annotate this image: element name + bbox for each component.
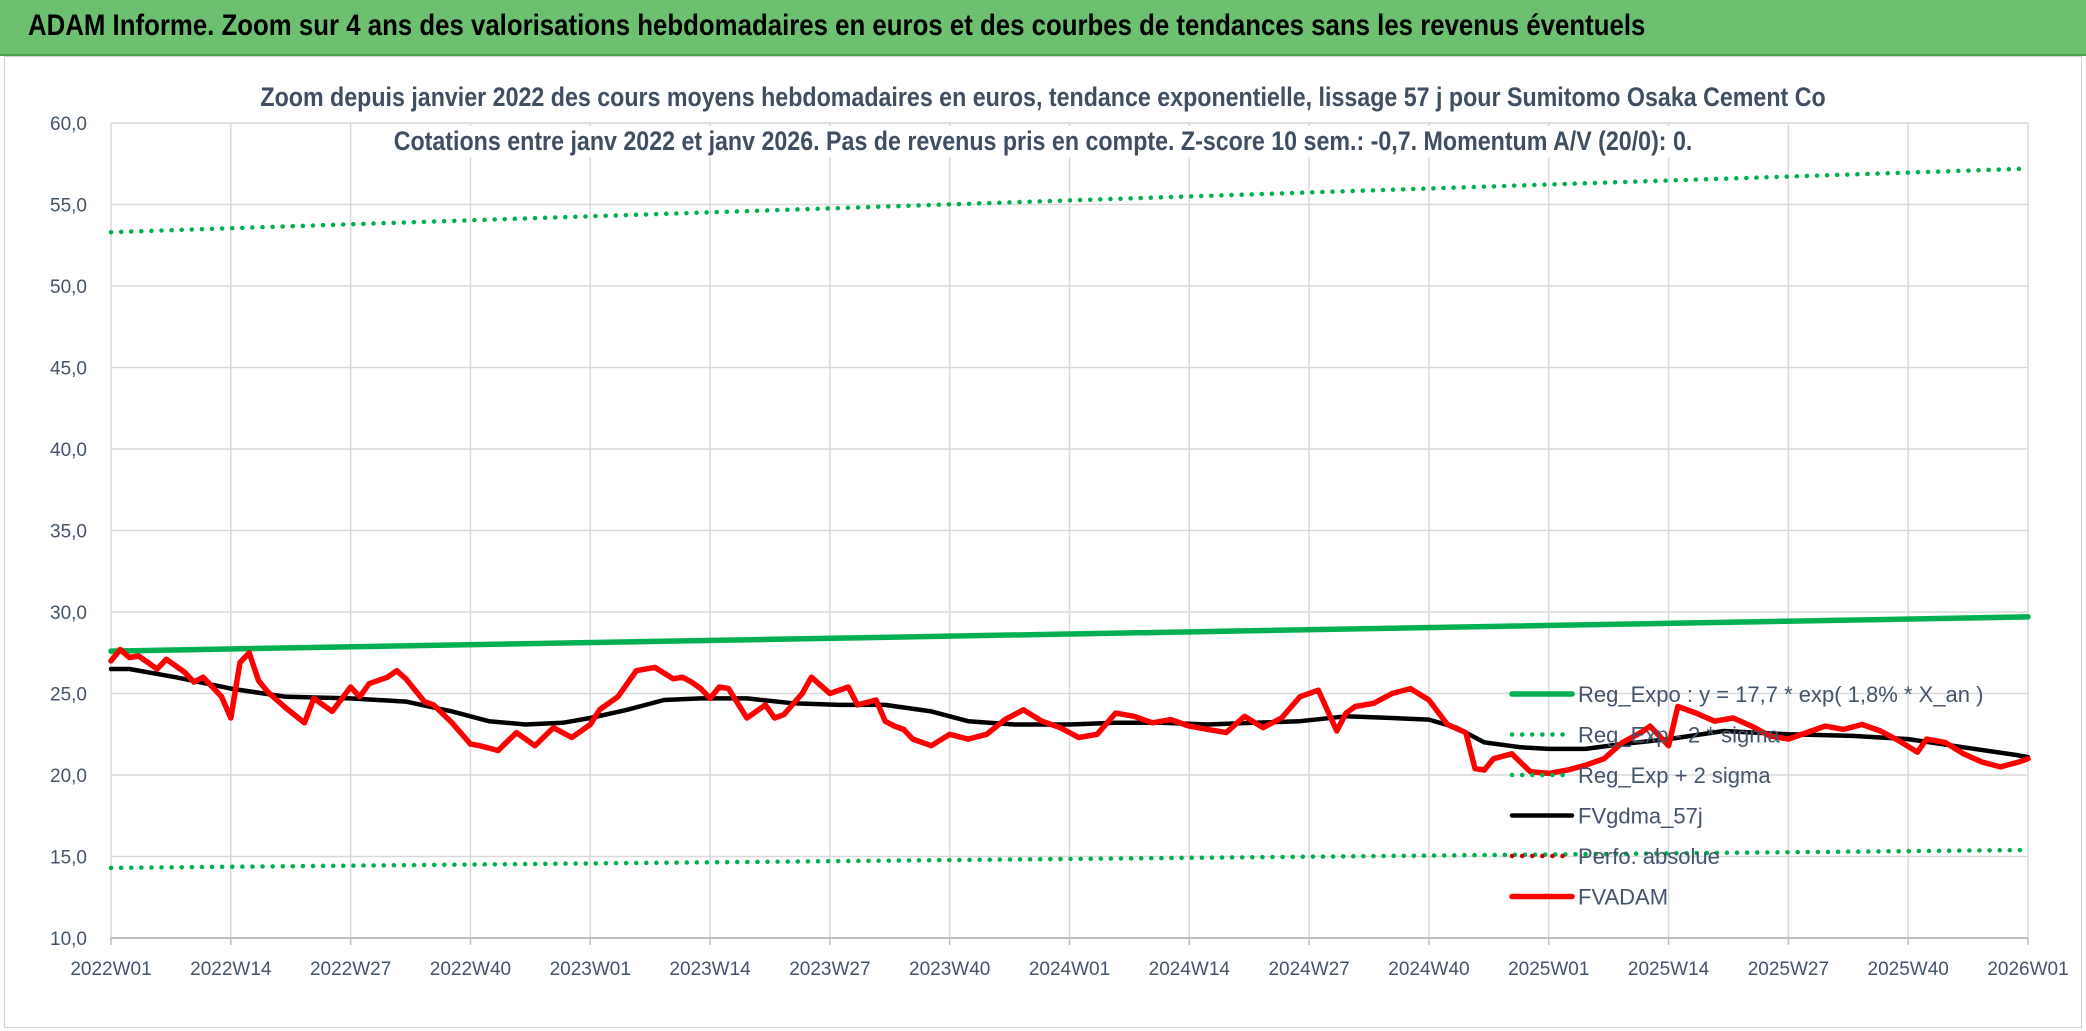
chart-series: [108, 166, 2031, 871]
y-tick-label: 55,0: [50, 196, 87, 217]
x-tick-label: 2024W40: [1388, 959, 1469, 980]
series-line-fvadam: [108, 646, 2031, 777]
x-tick-label: 2023W14: [669, 959, 751, 980]
y-tick-label: 30,0: [50, 603, 87, 624]
report-banner-title: ADAM Informe. Zoom sur 4 ans des valoris…: [28, 9, 1646, 42]
y-tick-label: 45,0: [50, 359, 87, 380]
x-tick-label: 2026W01: [1987, 959, 2068, 980]
y-tick-label: 25,0: [50, 685, 87, 706]
report-banner: ADAM Informe. Zoom sur 4 ans des valoris…: [0, 0, 2086, 56]
x-tick-label: 2024W14: [1149, 959, 1231, 980]
legend-item: FVgdma_57j: [1509, 804, 1703, 829]
chart-grid: [110, 122, 2029, 939]
legend-label: Reg_Exp + 2 sigma: [1578, 763, 1771, 788]
y-tick-label: 10,0: [50, 929, 87, 950]
chart-axes: 60,0 55,0 50,0 45,0 40,0 35,0 30,0 25,0 20,0 15,0…: [50, 114, 2069, 980]
x-tick-label: 2025W14: [1628, 959, 1710, 980]
chart-title: Zoom depuis janvier 2022 des cours moyen…: [251, 82, 1835, 113]
chart-title-line: Zoom depuis janvier 2022 des cours moyen…: [0, 82, 2086, 113]
x-tick-label: 2023W27: [789, 959, 870, 980]
series-line-reg-expo-y-17-7-exp-1-8-x-an: [108, 614, 2031, 654]
legend-item: Reg_Exp - 2 * sigma: [1509, 723, 1781, 748]
x-tick-label: 2025W27: [1748, 959, 1829, 980]
series-line-fvgdma-57j: [108, 666, 2031, 760]
x-tick-label: 2023W40: [909, 959, 990, 980]
series-line-reg-exp-2-sigma: [108, 847, 2031, 871]
y-tick-label: 40,0: [50, 440, 87, 461]
y-tick-label: 15,0: [50, 848, 87, 869]
x-tick-label: 2022W40: [430, 959, 511, 980]
legend-label: Reg_Exp - 2 * sigma: [1578, 723, 1781, 748]
chart-subtitle: Cotations entre janv 2022 et janv 2026. …: [385, 126, 1701, 157]
legend-label: FVgdma_57j: [1578, 804, 1703, 829]
x-tick-label: 2024W27: [1268, 959, 1349, 980]
y-tick-label: 20,0: [50, 766, 87, 787]
legend-item: Perfo. absolue: [1509, 844, 1720, 869]
x-tick-label: 2023W01: [550, 959, 631, 980]
legend-item: Reg_Exp + 2 sigma: [1509, 763, 1771, 788]
chart-subtitle-line: Cotations entre janv 2022 et janv 2026. …: [0, 126, 2086, 157]
legend-label: Perfo. absolue: [1578, 844, 1720, 869]
legend-item: FVADAM: [1509, 885, 1668, 910]
x-tick-label: 2024W01: [1029, 959, 1110, 980]
x-tick-label: 2025W01: [1508, 959, 1589, 980]
legend-item: Reg_Expo : y = 17,7 * exp( 1,8% * X_an ): [1509, 682, 1983, 707]
x-tick-label: 2022W14: [190, 959, 272, 980]
legend-label: FVADAM: [1578, 885, 1668, 910]
x-tick-label: 2022W01: [70, 959, 151, 980]
y-tick-label: 35,0: [50, 522, 87, 543]
y-tick-label: 60,0: [50, 114, 87, 135]
x-tick-label: 2025W40: [1868, 959, 1949, 980]
x-tick-label: 2022W27: [310, 959, 391, 980]
series-line-reg-exp-2-sigma: [108, 166, 2031, 235]
legend-label: Reg_Expo : y = 17,7 * exp( 1,8% * X_an ): [1578, 682, 1983, 707]
chart-legend: Reg_Expo : y = 17,7 * exp( 1,8% * X_an )…: [1509, 682, 1983, 910]
y-tick-label: 50,0: [50, 277, 87, 298]
